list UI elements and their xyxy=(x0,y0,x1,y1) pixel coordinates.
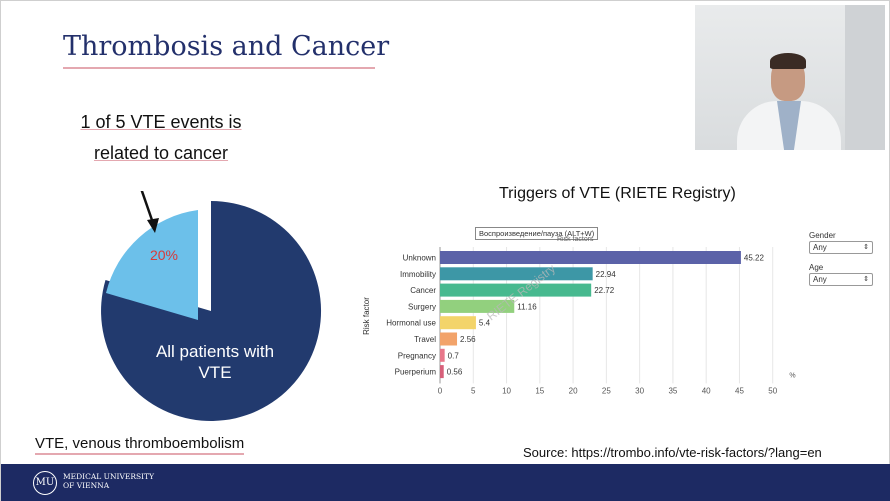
bar-value-label: 0.56 xyxy=(447,368,463,377)
university-name-line-2: OF VIENNA xyxy=(63,481,110,490)
category-label: Hormonal use xyxy=(386,319,436,328)
x-tick-label: 40 xyxy=(702,386,711,395)
select-arrows-icon: ⇕ xyxy=(863,276,869,283)
webcam-feed xyxy=(695,5,885,150)
title-underline xyxy=(63,67,375,69)
gender-select-value: Any xyxy=(813,243,827,252)
footer-bar xyxy=(1,464,890,501)
y-axis-label: Risk factor xyxy=(362,297,371,335)
category-label: Pregnancy xyxy=(398,351,436,360)
bar xyxy=(440,299,515,313)
slide-title: Thrombosis and Cancer xyxy=(63,31,390,62)
gender-filter-label: Gender xyxy=(809,231,836,240)
x-tick-label: 30 xyxy=(635,386,644,395)
age-select-value: Any xyxy=(813,275,827,284)
bar-value-label: 22.72 xyxy=(594,286,615,295)
callout-arrow-head xyxy=(147,218,159,233)
bar xyxy=(440,348,445,362)
pie-main-label-line-1: All patients with xyxy=(155,342,275,361)
age-filter: Age Any ⇕ xyxy=(809,263,873,286)
select-arrows-icon: ⇕ xyxy=(863,244,869,251)
bar-value-label: 0.7 xyxy=(448,351,460,360)
university-name: MEDICAL UNIVERSITY OF VIENNA xyxy=(63,472,154,490)
callout-arrow-line xyxy=(140,191,155,224)
x-tick-label: 15 xyxy=(535,386,544,395)
footnote: VTE, venous thromboembolism xyxy=(35,435,245,455)
webcam-wall xyxy=(845,5,885,150)
category-label: Travel xyxy=(414,335,436,344)
bar-chart: 0 5 10 15 20 25 30 35 40 45 50% Unknown 45.22 Immobil… xyxy=(362,247,796,395)
age-filter-label: Age xyxy=(809,263,824,272)
callout-line-1: 1 of 5 VTE events is xyxy=(80,112,242,132)
presenter-hair xyxy=(770,53,806,69)
bar-value-label: 22.94 xyxy=(596,270,617,279)
category-label: Immobility xyxy=(400,270,436,279)
bar-value-label: 45.22 xyxy=(744,254,765,263)
university-logo-icon: MU xyxy=(33,471,57,495)
category-label: Puerperium xyxy=(395,368,437,377)
bar-value-label: 11.16 xyxy=(517,302,537,311)
x-tick-label: 45 xyxy=(735,386,744,395)
category-label: Surgery xyxy=(408,302,436,311)
age-select[interactable]: Any ⇕ xyxy=(809,273,873,286)
x-tick-label: 5 xyxy=(471,386,476,395)
bar xyxy=(440,283,592,297)
bar-value-label: 2.56 xyxy=(460,335,476,344)
x-unit-label: % xyxy=(789,372,795,379)
pie-chart xyxy=(101,191,322,421)
bar xyxy=(440,316,476,330)
university-name-line-1: MEDICAL UNIVERSITY xyxy=(63,472,155,481)
x-tick-label: 25 xyxy=(602,386,611,395)
category-label: Cancer xyxy=(410,286,436,295)
x-tick-label: 0 xyxy=(438,386,443,395)
x-tick-label: 50 xyxy=(768,386,777,395)
pie-main-label: All patients with VTE xyxy=(145,341,285,383)
gender-select[interactable]: Any ⇕ xyxy=(809,241,873,254)
risk-factors-label: Risk factors xyxy=(557,236,594,243)
bar xyxy=(440,267,593,281)
chart-title: Triggers of VTE (RIETE Registry) xyxy=(499,185,736,202)
source-link[interactable]: Source: https://trombo.info/vte-risk-fac… xyxy=(523,445,822,460)
pie-slice-main xyxy=(101,201,322,421)
category-label: Unknown xyxy=(403,254,436,263)
x-tick-label: 10 xyxy=(502,386,511,395)
bar xyxy=(440,365,444,379)
bar-value-label: 5.4 xyxy=(479,319,491,328)
pie-main-label-line-2: VTE xyxy=(198,363,232,382)
callout-line-2: related to cancer xyxy=(93,143,229,163)
bar xyxy=(440,251,741,264)
bar xyxy=(440,332,458,346)
pie-slice-exploded xyxy=(106,210,198,320)
callout-text: 1 of 5 VTE events is related to cancer xyxy=(61,107,261,169)
gender-filter: Gender Any ⇕ xyxy=(809,231,873,254)
x-tick-label: 35 xyxy=(668,386,677,395)
x-tick-label: 20 xyxy=(569,386,578,395)
playback-tooltip: Воспроизведение/пауза (ALT+W) xyxy=(475,227,599,240)
pie-percent-label: 20% xyxy=(149,247,179,263)
